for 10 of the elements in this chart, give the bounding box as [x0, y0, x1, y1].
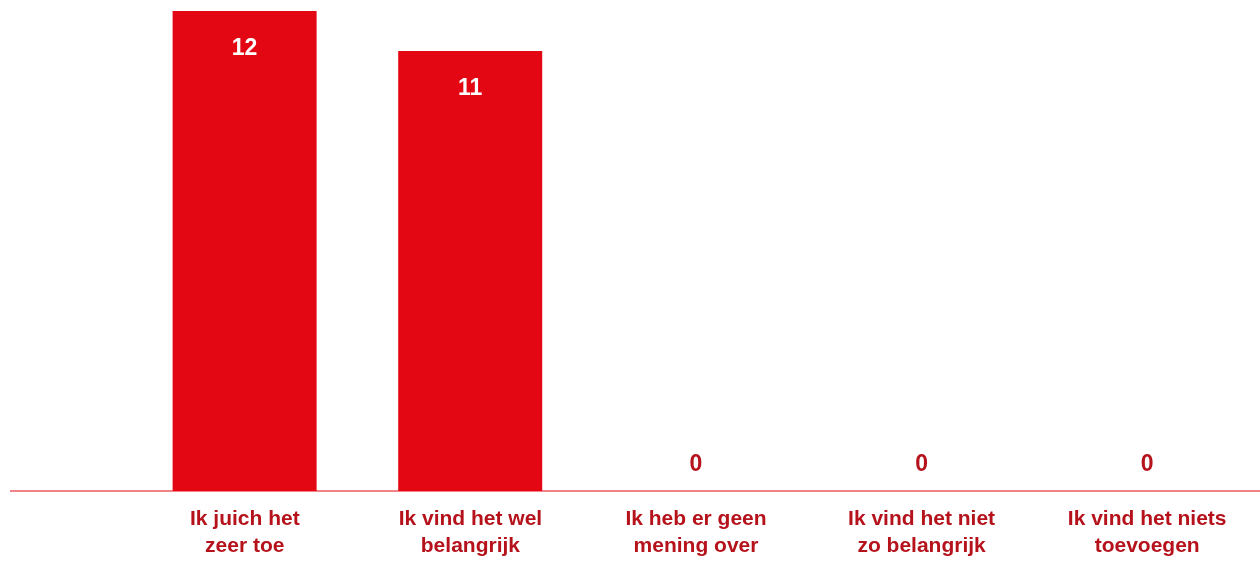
x-tick-label: Ik heb er geen mening over	[625, 506, 767, 556]
x-tick-label: Ik vind het wel belangrijk	[398, 506, 543, 556]
data-label: 11	[458, 74, 483, 100]
data-label: 12	[231, 34, 258, 60]
data-label: 0	[915, 450, 928, 476]
x-tick-label: Ik juich het zeer toe	[189, 506, 300, 556]
data-label: 0	[1140, 450, 1154, 476]
data-label: 0	[689, 450, 703, 476]
x-tick-label: Ik vind het niet zo belangrijk	[848, 506, 996, 556]
x-tick-label: Ik vind het niets toevoegen	[1067, 506, 1227, 556]
